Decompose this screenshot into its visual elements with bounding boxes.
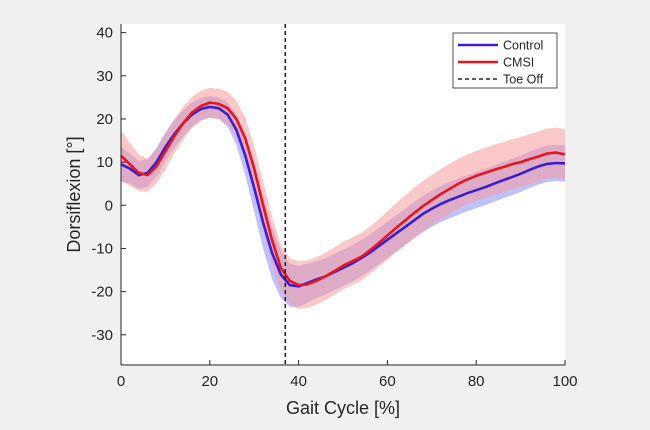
y-ticks: -30 -20 -10 0 10 20 30 40 [91,25,126,344]
axes [120,24,565,366]
y-tick-label: 30 [96,68,113,85]
x-ticks: 0 20 40 60 80 100 [117,360,578,390]
x-tick-label: 20 [201,373,218,390]
x-tick-label: 0 [117,373,125,390]
legend-label-toe-off: Toe Off [503,73,544,87]
y-axis-label: Dorsiflexion [°] [64,136,84,252]
y-tick-label: -10 [91,240,113,257]
x-tick-label: 100 [552,373,577,390]
legend-label-control: Control [503,39,543,53]
legend: Control CMSI Toe Off [452,32,558,89]
mean-line-control [120,105,566,288]
y-tick-label: 20 [96,111,113,128]
mean-line-cmsi [120,101,566,287]
x-tick-label: 80 [468,373,485,390]
y-tick-label: -30 [91,327,113,344]
y-tick-label: 0 [105,197,113,214]
legend-label-cmsi: CMSI [503,56,534,70]
x-axis-label: Gait Cycle [%] [286,398,400,418]
x-tick-label: 60 [379,373,396,390]
y-tick-label: -20 [91,284,113,301]
legend-box [452,32,558,89]
x-tick-label: 40 [290,373,307,390]
y-tick-label: 10 [96,154,113,171]
y-tick-label: 40 [96,25,113,42]
mean-lines [120,101,566,288]
